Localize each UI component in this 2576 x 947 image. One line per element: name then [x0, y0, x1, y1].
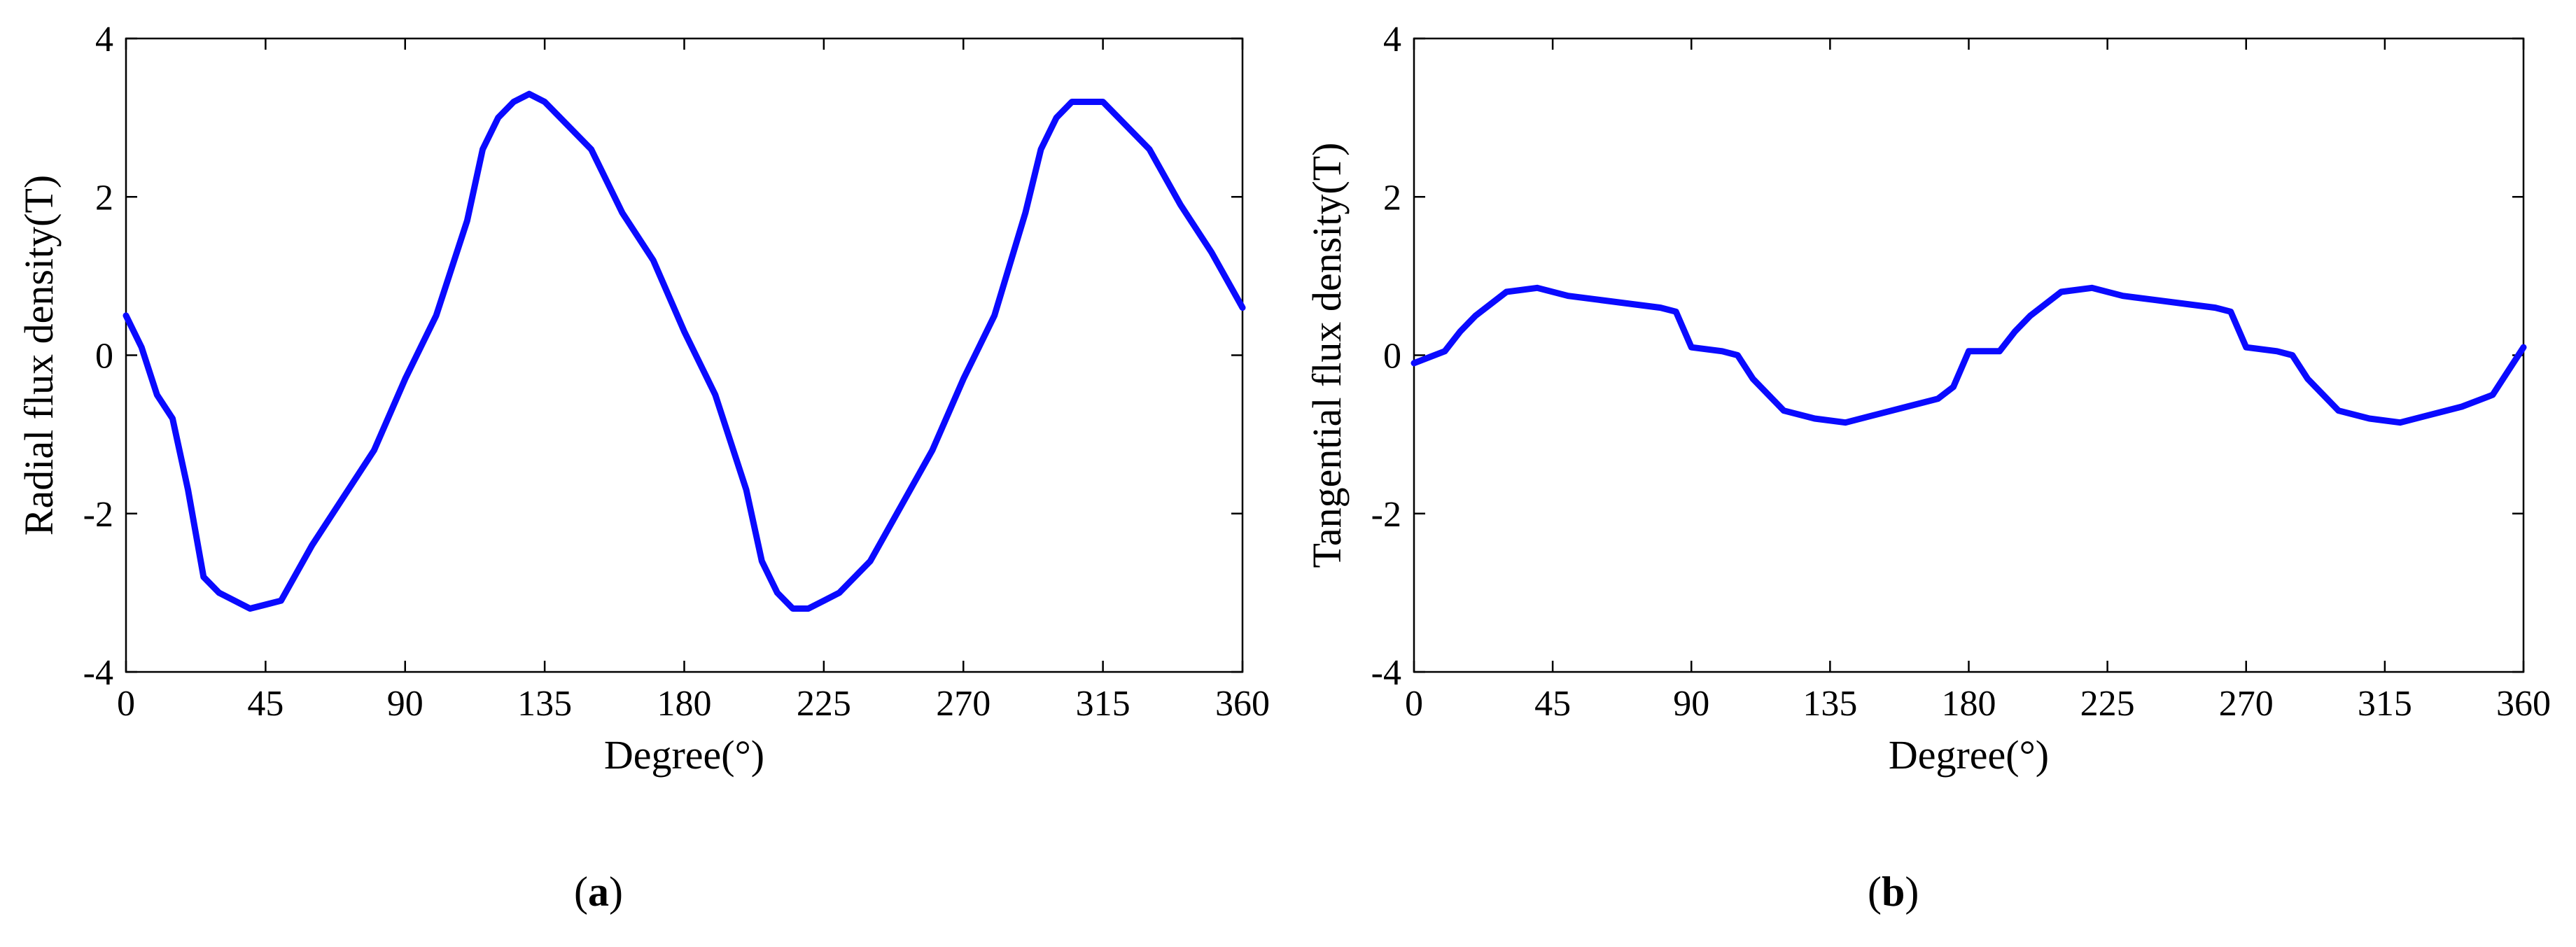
y-tick-label: 4	[95, 20, 113, 59]
y-axis-label: Radial flux density(T)	[16, 175, 62, 535]
y-tick-label: 0	[1383, 337, 1401, 377]
y-tick-label: -2	[1371, 495, 1401, 535]
x-axis-label: Degree(°)	[1889, 732, 2049, 778]
x-tick-label: 180	[657, 684, 712, 724]
series-line	[122, 90, 1246, 612]
x-tick-label: 45	[247, 684, 284, 724]
y-axis-label: Tangential flux density(T)	[1304, 143, 1350, 568]
x-tick-label: 90	[1673, 684, 1709, 724]
x-tick-label: 225	[797, 684, 851, 724]
y-tick-label: 0	[95, 337, 113, 377]
x-tick-label: 270	[936, 684, 990, 724]
panel-label-b: (b)	[1868, 869, 1919, 915]
y-tick-label: 4	[1383, 20, 1401, 59]
y-tick-label: -4	[1371, 653, 1401, 693]
x-tick-label: 180	[1942, 684, 1996, 724]
panel-label-a: (a)	[574, 869, 623, 915]
x-tick-label: 90	[387, 684, 424, 724]
x-tick-label: 135	[517, 684, 572, 724]
y-tick-label: 2	[95, 178, 113, 218]
chart-panel-tangential: 0 45 90 135 180 225 270 315 360 -4 -2 0 2 4 Degree(°) T…	[1304, 20, 2551, 778]
x-tick-label: 135	[1802, 684, 1857, 724]
series-line	[1410, 284, 2527, 426]
x-tick-label: 360	[2496, 684, 2551, 724]
y-tick-label: 2	[1383, 178, 1401, 218]
x-tick-label: 0	[1405, 684, 1423, 724]
x-tick-label: 315	[2358, 684, 2412, 724]
x-tick-label: 315	[1076, 684, 1130, 724]
x-tick-label: 360	[1215, 684, 1270, 724]
x-tick-label: 270	[2219, 684, 2274, 724]
y-tick-label: -4	[83, 653, 113, 693]
x-axis-label: Degree(°)	[604, 732, 764, 778]
x-tick-label: 45	[1534, 684, 1571, 724]
chart-panel-radial: 0 45 90 135 180 225 270 315 360 -4 -2 0 2 4 Degree(°) R…	[16, 20, 1270, 778]
x-tick-label: 0	[117, 684, 135, 724]
x-tick-label: 225	[2080, 684, 2135, 724]
y-tick-label: -2	[83, 495, 113, 535]
